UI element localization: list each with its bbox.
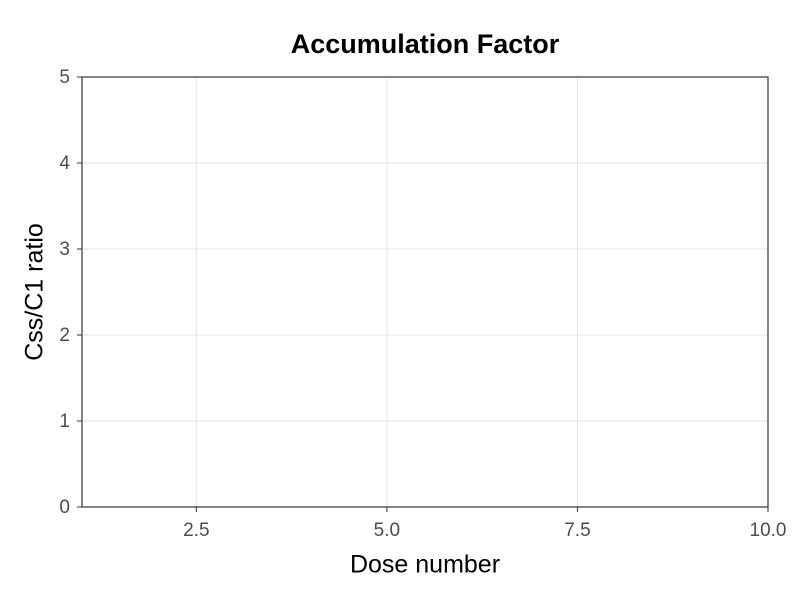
x-axis-label: Dose number bbox=[350, 551, 500, 579]
chart-title: Accumulation Factor bbox=[291, 29, 560, 59]
x-tick-label: 7.5 bbox=[564, 520, 590, 541]
y-tick-label: 5 bbox=[59, 67, 70, 88]
x-tick-label: 5.0 bbox=[374, 520, 400, 541]
y-tick-label: 0 bbox=[59, 497, 70, 518]
y-tick-label: 4 bbox=[59, 153, 70, 174]
plot-border bbox=[81, 76, 769, 508]
y-tick-label: 2 bbox=[59, 325, 70, 346]
y-tick-label: 3 bbox=[59, 239, 70, 260]
x-tick-label: 2.5 bbox=[183, 520, 209, 541]
y-tick-label: 1 bbox=[59, 411, 70, 432]
x-tick-label: 10.0 bbox=[750, 520, 787, 541]
y-axis-label: Css/C1 ratio bbox=[21, 223, 49, 361]
